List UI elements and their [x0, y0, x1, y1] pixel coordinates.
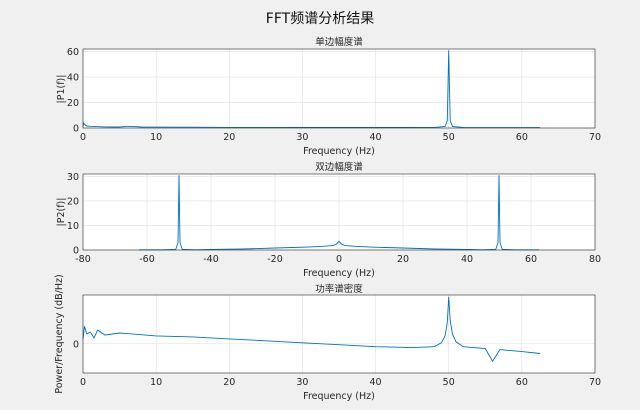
x-tick-label: 60	[525, 254, 537, 265]
subplot-psd: 0 10 20 30 40 50 60 70 0 功率谱密度 Frequency (Hz) Po…	[54, 274, 601, 402]
x-tick-label: 30	[296, 377, 308, 388]
x-tick-label: 60	[516, 132, 528, 143]
x-tick-label: 50	[443, 377, 455, 388]
x-tick-label: 40	[370, 132, 382, 143]
y-axis-label: |P1(f)|	[56, 75, 67, 104]
x-tick-label: -60	[139, 254, 155, 265]
x-tick-label: 30	[296, 132, 308, 143]
x-tick-label: 10	[150, 132, 162, 143]
x-tick-label: 0	[336, 254, 342, 265]
y-axis-label: |P2(f)|	[56, 198, 67, 227]
y-tick-label: 20	[67, 98, 79, 109]
y-tick-label: 60	[67, 47, 79, 58]
axes-frame	[82, 294, 596, 374]
x-tick-label: 20	[223, 132, 235, 143]
x-tick-label: 20	[223, 377, 235, 388]
x-axis-label: Frequency (Hz)	[303, 391, 375, 402]
tick-labels: 0 10 20 30 40 50 60 70 0	[73, 339, 601, 388]
y-tick-label: 0	[73, 124, 79, 135]
x-tick-label: 80	[589, 254, 601, 265]
x-tick-label: 70	[589, 132, 601, 143]
y-tick-label: 30	[67, 172, 79, 183]
x-tick-label: 40	[461, 254, 473, 265]
subplot-title: 功率谱密度	[315, 283, 363, 295]
y-tick-label: 20	[67, 196, 79, 207]
series-line	[82, 296, 541, 363]
y-axis-label: Power/Frequency (dB/Hz)	[54, 274, 65, 393]
x-tick-label: 50	[443, 132, 455, 143]
figure-title: FFT频谱分析结果	[266, 11, 374, 27]
series-line	[139, 175, 539, 251]
y-tick-label: 0	[73, 339, 79, 350]
x-tick-label: 40	[370, 377, 382, 388]
x-tick-label: 70	[589, 377, 601, 388]
x-axis-label: Frequency (Hz)	[303, 268, 375, 279]
axes-background	[83, 295, 595, 373]
x-tick-label: 20	[397, 254, 409, 265]
x-tick-label: -20	[267, 254, 283, 265]
y-tick-label: 40	[67, 73, 79, 84]
axes-frame	[82, 48, 596, 129]
data-series	[82, 296, 541, 363]
series-line	[82, 50, 541, 129]
x-tick-label: 0	[80, 132, 86, 143]
tick-labels: -80 -60 -40 -20 0 20 40 60 80 0 10 20 30	[67, 172, 601, 265]
axes-background	[83, 49, 595, 128]
axes-frame	[82, 173, 596, 251]
data-series	[82, 50, 541, 129]
x-tick-label: 0	[80, 377, 86, 388]
x-axis-label: Frequency (Hz)	[303, 146, 375, 157]
x-tick-label: 60	[516, 377, 528, 388]
x-tick-label: -80	[75, 254, 91, 265]
subplot-single-sided: 0 10 20 30 40 50 60 70 0 20 40 60 单边幅度谱 Frequency (…	[56, 36, 601, 157]
subplot-double-sided: -80 -60 -40 -20 0 20 40 60 80 0 10 20 30 双边幅度谱 Frequ…	[56, 161, 601, 279]
x-tick-label: 10	[150, 377, 162, 388]
y-tick-label: 10	[67, 221, 79, 232]
subplot-title: 双边幅度谱	[315, 161, 363, 173]
x-tick-label: -40	[203, 254, 219, 265]
tick-labels: 0 10 20 30 40 50 60 70 0 20 40 60	[67, 47, 601, 143]
y-tick-label: 0	[73, 246, 79, 257]
subplot-title: 单边幅度谱	[315, 36, 363, 48]
data-series	[139, 175, 539, 251]
